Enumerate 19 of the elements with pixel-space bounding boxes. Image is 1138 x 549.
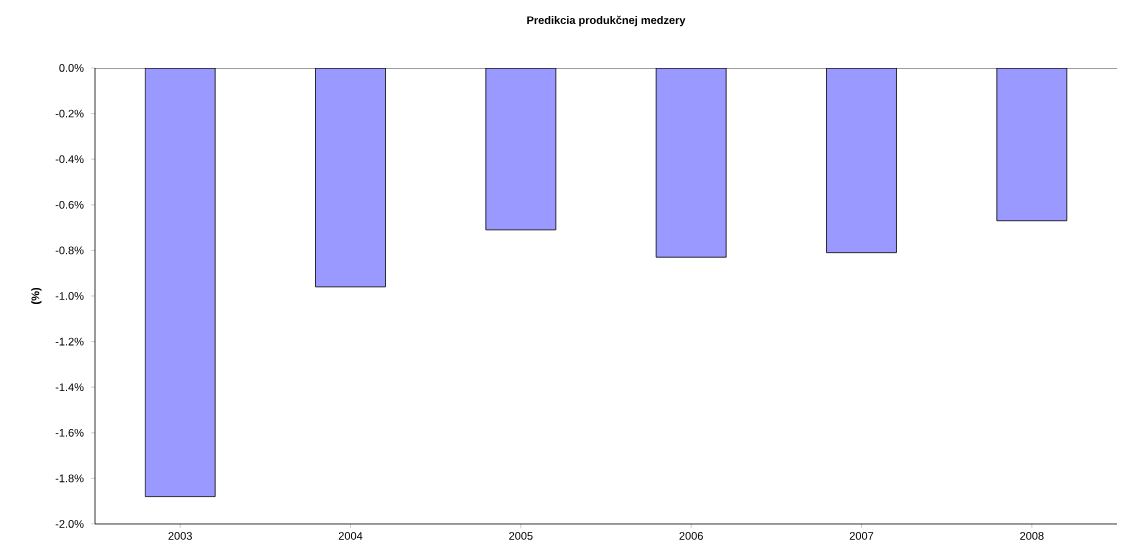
- x-tick-label: 2006: [679, 532, 703, 540]
- y-tick-label: -0.4%: [55, 155, 84, 164]
- x-tick-label: 2007: [849, 532, 874, 540]
- y-tick-label: -0.2%: [55, 109, 84, 118]
- y-axis-title: (%): [31, 287, 42, 304]
- y-tick-label: -1.0%: [55, 292, 84, 300]
- y-tick-label: -2.0%: [55, 520, 84, 528]
- x-tick-label: 2005: [509, 532, 533, 540]
- y-tick-label: -1.8%: [55, 474, 84, 483]
- y-tick-label: -1.2%: [55, 337, 84, 346]
- y-tick-label: -1.6%: [55, 428, 84, 437]
- chart-title: Predikcia produkčnej medzery: [527, 15, 686, 27]
- y-tick-label: -0.6%: [55, 200, 84, 209]
- x-tick-label: 2003: [168, 532, 192, 540]
- y-tick-label: -0.8%: [55, 246, 84, 255]
- x-tick-label: 2008: [1020, 532, 1044, 540]
- y-tick-label: 0.0%: [59, 64, 84, 72]
- y-tick-label: -1.4%: [55, 383, 84, 392]
- x-tick-label: 2004: [338, 532, 363, 540]
